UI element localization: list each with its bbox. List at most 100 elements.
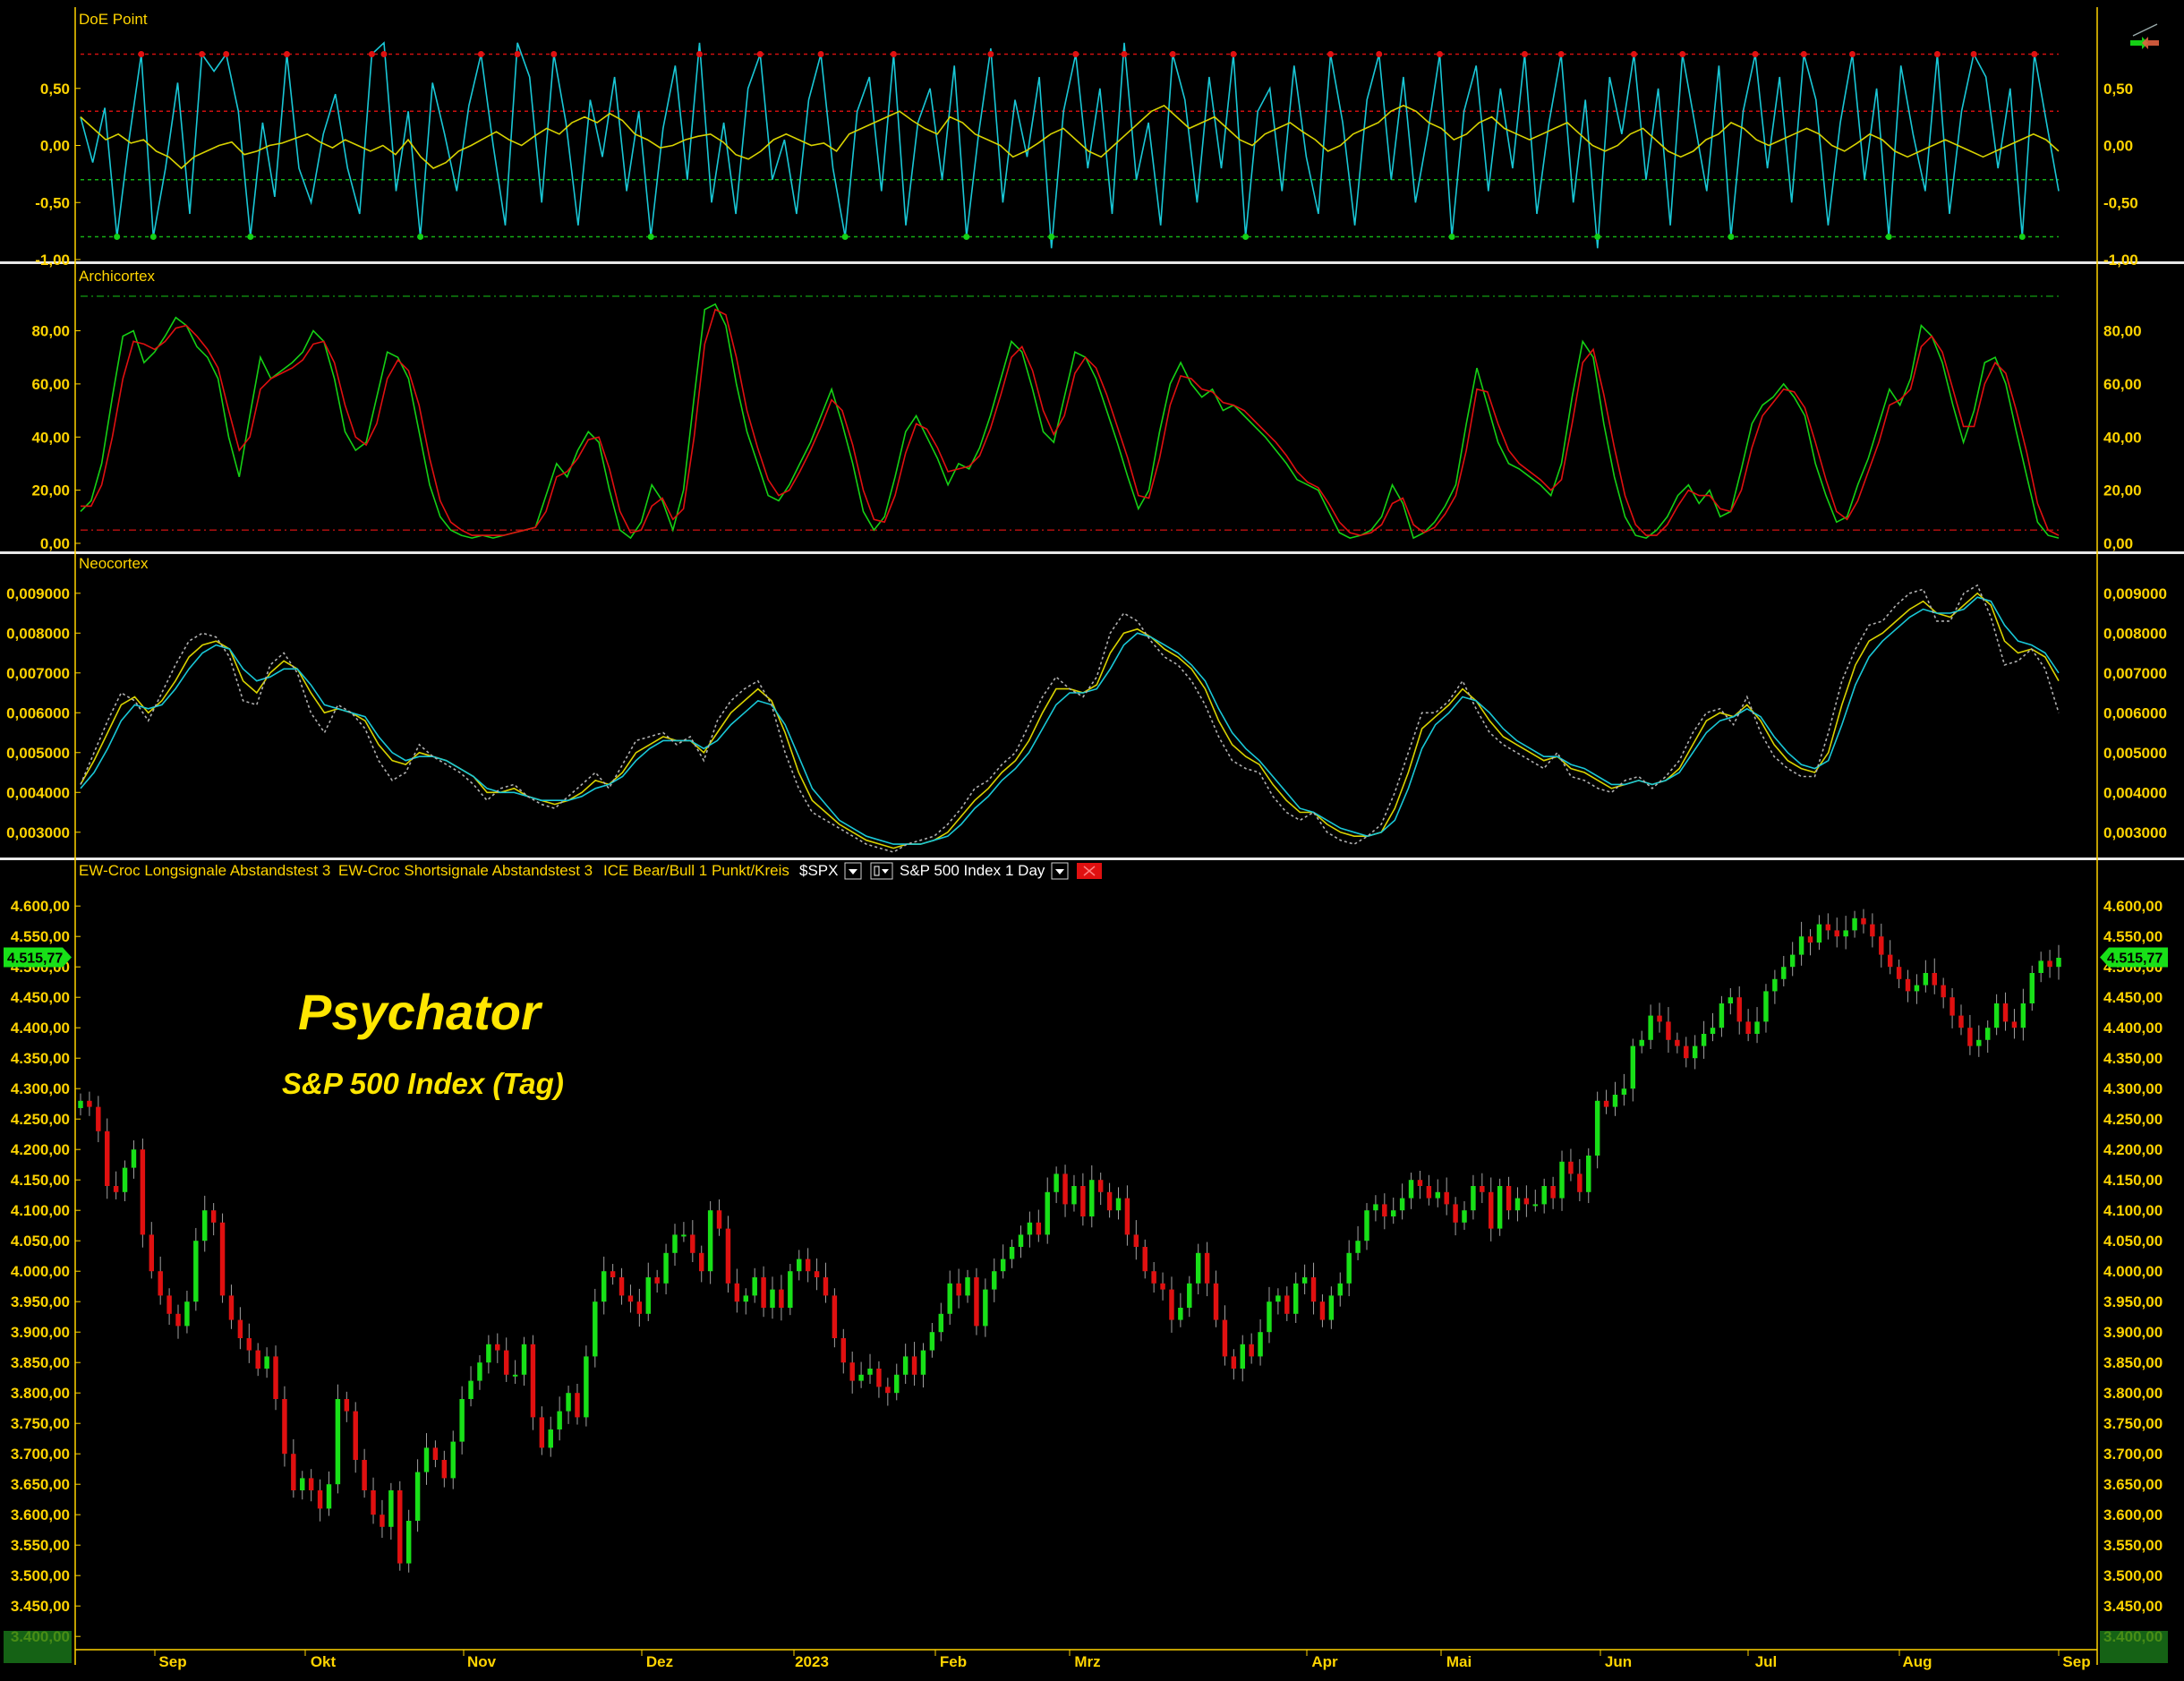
y-tick-left: 4.300,00 (11, 1080, 70, 1097)
y-tick-right: 4.200,00 (2103, 1141, 2163, 1158)
symbol-dropdown-button[interactable] (844, 862, 862, 880)
signal-dot-short (368, 51, 375, 57)
candle-bull (858, 1374, 864, 1381)
signal-dot-short (477, 51, 484, 57)
signal-dot-short (756, 51, 764, 57)
pane-separator-1[interactable] (0, 261, 2184, 264)
candle-bear (1745, 1021, 1751, 1034)
chevron-down-icon (882, 869, 889, 874)
candle-bear (1151, 1271, 1156, 1284)
signal-dot-short (283, 51, 290, 57)
candle-bear (149, 1234, 155, 1272)
candle-bull (920, 1350, 926, 1375)
pane-separator-3[interactable] (0, 858, 2184, 860)
candle-bull (1984, 1028, 1991, 1040)
interval-dropdown-button[interactable] (1051, 862, 1069, 880)
candle-bull (2038, 960, 2043, 973)
candle-bull (1728, 997, 1734, 1003)
legend-long-signals[interactable]: EW-Croc Longsignale Abstandstest 3 (79, 862, 330, 879)
candle-bear (1603, 1100, 1609, 1107)
candle-bear (1675, 1039, 1680, 1046)
candle-bear (1887, 954, 1893, 968)
candle-bull (1071, 1186, 1077, 1205)
candle-bull (388, 1490, 394, 1527)
candle-bull (1258, 1332, 1263, 1357)
candlesticks (78, 909, 2061, 1573)
compare-dropdown-button[interactable] (870, 862, 893, 880)
candle-bear (610, 1271, 616, 1277)
y-tick-left: 3.600,00 (11, 1506, 70, 1523)
series-line-yellow (80, 592, 2060, 849)
y-tick-right: 20,00 (2103, 482, 2142, 499)
candle-bear (228, 1295, 235, 1320)
candle-bull (1612, 1095, 1618, 1107)
signal-dot-long (1048, 234, 1055, 240)
candle-bull (1514, 1198, 1521, 1211)
y-tick-right: 0,003000 (2103, 824, 2167, 841)
candle-bull (1000, 1259, 1006, 1272)
y-tick-right: 0,007000 (2103, 665, 2167, 682)
level-lines (81, 53, 2059, 531)
candle-bull (1852, 917, 1857, 931)
signal-dot-short (1521, 51, 1528, 57)
signal-dot-long (2018, 234, 2026, 240)
candle-bear (1879, 936, 1884, 955)
candle-bull (184, 1301, 190, 1327)
candle-bear (974, 1277, 979, 1327)
candle-bear (1684, 1045, 1689, 1059)
candle-bull (264, 1356, 269, 1369)
pane-separator-2[interactable] (0, 551, 2184, 554)
candle-bear (876, 1369, 882, 1387)
candle-bear (1666, 1021, 1671, 1040)
candle-bear (734, 1283, 740, 1302)
candle-bull (202, 1210, 208, 1242)
indicator-series (80, 41, 2060, 853)
candle-bear (397, 1490, 403, 1564)
close-chart-button[interactable] (1077, 863, 1102, 879)
candle-bear (1523, 1198, 1530, 1205)
candle-bull (1301, 1277, 1308, 1284)
month-label: Mai (1446, 1653, 1472, 1670)
candle-bear (849, 1362, 855, 1381)
candle-bear (1142, 1247, 1147, 1272)
candle-bear (1807, 936, 1813, 943)
candle-bull (1399, 1198, 1405, 1211)
candle-bear (166, 1295, 172, 1314)
candle-bear (441, 1460, 448, 1479)
y-tick-right: 0,004000 (2103, 784, 2167, 801)
candle-bull (1018, 1234, 1024, 1247)
candle-bull (894, 1374, 900, 1394)
symbol-label[interactable]: $SPX (799, 862, 838, 879)
signal-dot-long (1885, 234, 1892, 240)
candle-bull (1914, 985, 1920, 992)
drawing-tool-icon[interactable] (2130, 23, 2159, 49)
legend-short-signals[interactable]: EW-Croc Shortsignale Abstandstest 3 (338, 862, 593, 879)
candle-bull (601, 1271, 607, 1302)
y-tick-left: 80,00 (31, 323, 70, 340)
price-legend: EW-Croc Longsignale Abstandstest 3 EW-Cr… (79, 862, 1102, 880)
scroll-left-marker[interactable] (4, 1631, 72, 1663)
candle-bull (938, 1313, 944, 1333)
y-tick-right: 40,00 (2103, 429, 2142, 446)
y-tick-left: 4.100,00 (11, 1202, 70, 1219)
candle-bull (1639, 1039, 1644, 1046)
signal-dot-short (695, 51, 703, 57)
candle-bull (1701, 1034, 1707, 1046)
scroll-right-marker[interactable] (2100, 1631, 2168, 1663)
y-tick-left: 4.350,00 (11, 1050, 70, 1067)
candle-bull (1391, 1210, 1396, 1216)
candle-bull (423, 1447, 430, 1472)
candle-bull (1594, 1100, 1600, 1156)
candle-bull (965, 1277, 970, 1296)
legend-ice-bear-bull[interactable]: ICE Bear/Bull 1 Punkt/Kreis (603, 862, 789, 879)
candle-bull (584, 1356, 589, 1418)
interval-label[interactable]: 1 Day (1005, 862, 1045, 879)
candle-bull (131, 1149, 137, 1168)
candle-bull (707, 1210, 713, 1272)
candle-bull (193, 1241, 199, 1302)
month-label: Jun (1605, 1653, 1632, 1670)
candle-bear (1958, 1015, 1964, 1028)
series-line-green (80, 303, 2060, 540)
y-tick-left: 3.950,00 (11, 1293, 70, 1310)
candle-bull (335, 1399, 341, 1485)
